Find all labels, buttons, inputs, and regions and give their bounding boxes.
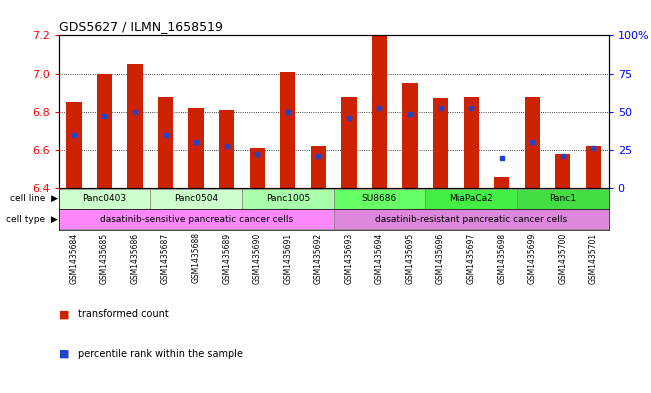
- Bar: [59, 189, 150, 209]
- Bar: [525, 97, 540, 188]
- Bar: [425, 189, 517, 209]
- Text: GSM1435701: GSM1435701: [589, 232, 598, 284]
- Text: GSM1435685: GSM1435685: [100, 232, 109, 284]
- Text: dasatinib-resistant pancreatic cancer cells: dasatinib-resistant pancreatic cancer ce…: [375, 215, 567, 224]
- Bar: [433, 98, 449, 188]
- Text: GSM1435686: GSM1435686: [130, 232, 139, 284]
- Bar: [494, 177, 509, 188]
- Bar: [464, 97, 478, 188]
- Text: SU8686: SU8686: [362, 194, 397, 203]
- Text: GSM1435693: GSM1435693: [344, 232, 353, 284]
- Text: GSM1435695: GSM1435695: [406, 232, 415, 284]
- Text: ■: ■: [59, 349, 69, 359]
- Text: transformed count: transformed count: [78, 309, 169, 320]
- Text: GSM1435690: GSM1435690: [253, 232, 262, 284]
- Text: percentile rank within the sample: percentile rank within the sample: [78, 349, 243, 359]
- Bar: [97, 73, 112, 188]
- Bar: [66, 102, 81, 188]
- Text: GSM1435699: GSM1435699: [528, 232, 537, 284]
- Bar: [189, 108, 204, 188]
- Bar: [555, 154, 570, 188]
- Bar: [280, 72, 296, 188]
- Text: GSM1435689: GSM1435689: [222, 232, 231, 284]
- Text: GSM1435691: GSM1435691: [283, 232, 292, 284]
- Text: GSM1435697: GSM1435697: [467, 232, 476, 284]
- Bar: [334, 189, 425, 209]
- Text: cell type  ▶: cell type ▶: [7, 215, 58, 224]
- Text: GSM1435688: GSM1435688: [191, 232, 201, 283]
- Text: GSM1435687: GSM1435687: [161, 232, 170, 284]
- Text: Panc1005: Panc1005: [266, 194, 310, 203]
- Text: dasatinib-sensitive pancreatic cancer cells: dasatinib-sensitive pancreatic cancer ce…: [100, 215, 293, 224]
- Bar: [517, 189, 609, 209]
- Text: Panc1: Panc1: [549, 194, 576, 203]
- Text: GSM1435694: GSM1435694: [375, 232, 384, 284]
- Text: GSM1435696: GSM1435696: [436, 232, 445, 284]
- Text: cell line  ▶: cell line ▶: [10, 194, 58, 203]
- Text: GSM1435684: GSM1435684: [70, 232, 78, 284]
- Bar: [150, 189, 242, 209]
- Text: GSM1435698: GSM1435698: [497, 232, 506, 284]
- Bar: [311, 146, 326, 188]
- Bar: [586, 146, 601, 188]
- Bar: [128, 64, 143, 188]
- Bar: [402, 83, 418, 188]
- Text: GSM1435700: GSM1435700: [559, 232, 567, 284]
- Bar: [59, 209, 334, 230]
- Bar: [341, 97, 357, 188]
- Text: Panc0403: Panc0403: [83, 194, 126, 203]
- Bar: [334, 209, 609, 230]
- Text: MiaPaCa2: MiaPaCa2: [449, 194, 493, 203]
- Bar: [372, 35, 387, 188]
- Bar: [242, 189, 334, 209]
- Bar: [249, 148, 265, 188]
- Bar: [219, 110, 234, 188]
- Text: GDS5627 / ILMN_1658519: GDS5627 / ILMN_1658519: [59, 20, 223, 33]
- Text: ■: ■: [59, 309, 69, 320]
- Text: GSM1435692: GSM1435692: [314, 232, 323, 284]
- Bar: [158, 97, 173, 188]
- Text: Panc0504: Panc0504: [174, 194, 218, 203]
